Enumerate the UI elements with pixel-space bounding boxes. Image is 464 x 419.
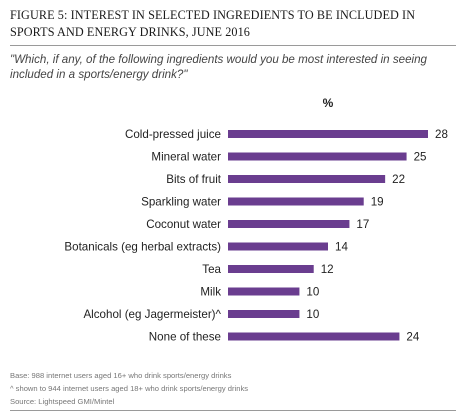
chart-notes: Base: 988 internet users aged 16+ who dr…: [10, 369, 450, 408]
figure-title-line-2: SPORTS AND ENERGY DRINKS, JUNE 2016: [10, 25, 250, 39]
footnote: ^ shown to 944 internet users aged 18+ w…: [10, 384, 249, 393]
category-label: Alcohol (eg Jagermeister)^: [83, 308, 221, 321]
bar: [228, 130, 428, 138]
base-note: Base: 988 internet users aged 16+ who dr…: [10, 371, 232, 380]
bar: [228, 242, 328, 251]
category-label: Coconut water: [146, 218, 221, 231]
value-label: 14: [335, 241, 348, 254]
value-label: 22: [392, 173, 405, 186]
source-note: Source: Lightspeed GMI/Mintel: [10, 397, 115, 406]
bar: [228, 265, 314, 273]
value-label: 25: [414, 151, 427, 164]
category-label: Cold-pressed juice: [125, 128, 221, 141]
value-label: 10: [306, 286, 319, 299]
category-label: None of these: [149, 331, 221, 344]
category-label: Bits of fruit: [166, 173, 222, 186]
bar: [228, 220, 350, 228]
bottom-divider: [10, 410, 456, 411]
bar: [228, 175, 386, 183]
bar: [228, 332, 400, 341]
category-label: Botanicals (eg herbal extracts): [64, 241, 221, 254]
value-label: 17: [356, 218, 369, 231]
category-label: Sparkling water: [141, 196, 221, 209]
category-label: Mineral water: [151, 151, 221, 164]
figure-title: FIGURE 5: INTEREST IN SELECTED INGREDIEN…: [10, 7, 458, 41]
category-label: Tea: [202, 263, 221, 276]
category-label: Milk: [200, 286, 221, 299]
figure-title-line-1: FIGURE 5: INTEREST IN SELECTED INGREDIEN…: [10, 8, 416, 22]
bar: [228, 287, 300, 296]
title-divider: [10, 45, 456, 46]
value-label: 10: [306, 308, 319, 321]
bar-chart: Cold-pressed juice 28 Mineral water 25 Bits …: [64, 128, 448, 344]
bar: [228, 152, 407, 161]
bar: [228, 310, 300, 318]
survey-question: "Which, if any, of the following ingredi…: [10, 53, 427, 81]
unit-label: %: [322, 96, 334, 110]
value-label: 12: [321, 263, 334, 276]
value-label: 19: [371, 196, 384, 209]
value-label: 24: [406, 331, 419, 344]
value-label: 28: [435, 128, 448, 141]
bar: [228, 197, 364, 206]
